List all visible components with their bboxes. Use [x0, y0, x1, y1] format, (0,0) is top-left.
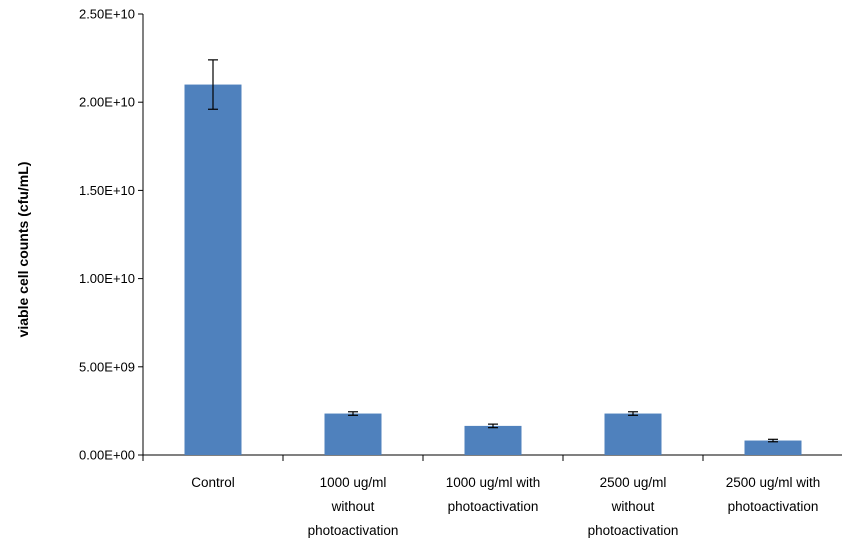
x-category-label: 2500 ug/ml with — [726, 475, 821, 490]
x-category-label: photoactivation — [588, 523, 679, 538]
y-axis-title: viable cell counts (cfu/mL) — [15, 162, 31, 338]
y-tick-label: 1.00E+10 — [79, 271, 135, 286]
y-tick-label: 0.00E+00 — [79, 448, 135, 463]
bar — [744, 440, 802, 455]
x-category-label: photoactivation — [448, 499, 539, 514]
x-category-label: photoactivation — [308, 523, 399, 538]
x-category-label: photoactivation — [728, 499, 819, 514]
y-tick-label: 5.00E+09 — [79, 359, 135, 374]
bar — [464, 425, 522, 455]
bar — [324, 413, 382, 455]
x-category-label: without — [331, 499, 375, 514]
x-category-label: Control — [191, 475, 235, 490]
x-category-label: 1000 ug/ml with — [446, 475, 541, 490]
bar — [604, 413, 662, 455]
plot-area: 0.00E+00 5.00E+09 1.00E+10 1.50E+10 2.00E+10… — [15, 7, 842, 538]
x-category-label: 1000 ug/ml — [320, 475, 387, 490]
y-tick-label: 2.50E+10 — [79, 7, 135, 22]
bar — [184, 84, 242, 455]
y-tick-label: 1.50E+10 — [79, 183, 135, 198]
y-tick-label: 2.00E+10 — [79, 95, 135, 110]
x-category-label: 2500 ug/ml — [600, 475, 667, 490]
x-category-label: without — [611, 499, 655, 514]
